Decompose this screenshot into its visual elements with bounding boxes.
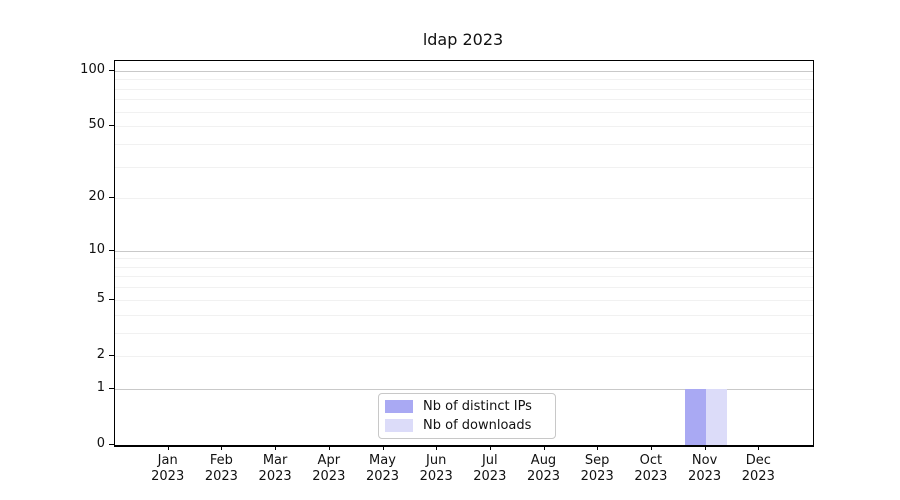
y-tick xyxy=(109,354,114,356)
gridline-minor xyxy=(115,287,813,289)
y-tick-label: 2 xyxy=(96,346,105,362)
x-tick xyxy=(167,446,169,450)
y-tick-label: 100 xyxy=(80,61,105,77)
x-tick-label: Dec 2023 xyxy=(741,453,775,484)
y-tick-label: 20 xyxy=(88,189,105,205)
legend-item: Nb of distinct IPs xyxy=(385,399,547,414)
legend-swatch xyxy=(385,419,413,432)
gridline-minor xyxy=(115,99,813,101)
legend: Nb of distinct IPs Nb of downloads xyxy=(378,393,556,439)
y-tick xyxy=(109,387,114,389)
x-tick-label: May 2023 xyxy=(365,453,400,484)
x-tick-label: Apr 2023 xyxy=(312,453,346,484)
x-tick-label: Oct 2023 xyxy=(634,453,668,484)
y-tick-label: 0 xyxy=(96,436,105,451)
gridline-minor xyxy=(115,355,813,357)
x-tick xyxy=(489,446,491,450)
y-tick xyxy=(109,69,114,71)
x-tick-label: Sep 2023 xyxy=(580,453,614,484)
x-tick-label: Aug 2023 xyxy=(526,453,561,484)
gridline-minor xyxy=(115,111,813,113)
gridline-major xyxy=(115,250,813,252)
x-tick xyxy=(597,446,599,450)
x-tick xyxy=(436,446,438,450)
x-tick xyxy=(221,446,223,450)
x-tick-label: Jul 2023 xyxy=(473,453,507,484)
gridline-minor xyxy=(115,314,813,316)
y-tick-label: 5 xyxy=(96,290,105,306)
gridline-minor xyxy=(115,166,813,168)
gridline-minor xyxy=(115,126,813,128)
gridline-minor xyxy=(115,143,813,145)
legend-label: Nb of downloads xyxy=(423,418,532,433)
bar-downloads xyxy=(705,388,727,445)
y-tick xyxy=(109,298,114,300)
y-tick xyxy=(109,444,114,445)
x-tick-label: Mar 2023 xyxy=(258,453,292,484)
legend-item: Nb of downloads xyxy=(385,418,547,433)
gridline-minor xyxy=(115,198,813,200)
gridline-minor xyxy=(115,258,813,260)
x-tick-label: Jun 2023 xyxy=(419,453,453,484)
x-tick xyxy=(758,446,760,450)
x-tick xyxy=(650,446,652,450)
plot-area xyxy=(114,60,814,447)
chart-title: ldap 2023 xyxy=(422,30,504,49)
x-tick xyxy=(328,446,330,450)
y-tick xyxy=(109,197,114,199)
y-tick-label: 50 xyxy=(88,117,105,133)
x-tick xyxy=(543,446,545,450)
x-tick xyxy=(704,446,706,450)
gridline-minor xyxy=(115,332,813,334)
x-tick-label: Jan 2023 xyxy=(151,453,185,484)
bar-distinct-ips xyxy=(684,388,706,445)
legend-swatch xyxy=(385,400,413,413)
gridline-major xyxy=(115,70,813,72)
x-tick xyxy=(382,446,384,450)
x-tick-label: Nov 2023 xyxy=(688,453,722,484)
y-tick-label: 1 xyxy=(96,379,105,395)
x-tick-label: Feb 2023 xyxy=(204,453,238,484)
gridline-minor xyxy=(115,88,813,90)
gridline-minor xyxy=(115,266,813,268)
y-tick-label: 10 xyxy=(88,241,105,257)
legend-label: Nb of distinct IPs xyxy=(423,399,532,414)
gridline-minor xyxy=(115,299,813,301)
y-tick xyxy=(109,125,114,127)
x-tick xyxy=(275,446,277,450)
gridline-major xyxy=(115,388,813,390)
y-tick xyxy=(109,249,114,251)
gridline-minor xyxy=(115,79,813,81)
gridline-minor xyxy=(115,276,813,278)
